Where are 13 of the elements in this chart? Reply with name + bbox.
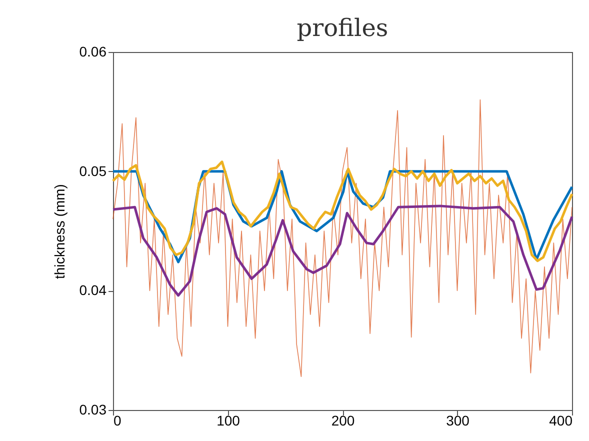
y-tick-label: 0.03 bbox=[79, 402, 107, 418]
line-series bbox=[112, 99, 572, 377]
x-tick-label: 300 bbox=[446, 412, 470, 428]
chart-title: profiles bbox=[296, 14, 388, 42]
x-tick-label: 0 bbox=[114, 412, 122, 428]
x-tick-label: 400 bbox=[549, 412, 573, 428]
y-tick-label: 0.04 bbox=[79, 282, 107, 298]
line-series bbox=[112, 204, 574, 297]
x-tick-label: 100 bbox=[216, 412, 240, 428]
x-tick-label: 200 bbox=[331, 412, 355, 428]
y-axis-title: thickness (mm) bbox=[51, 184, 68, 279]
y-tick-label: 0.06 bbox=[79, 44, 107, 60]
y-tick-label: 0.05 bbox=[79, 162, 107, 179]
